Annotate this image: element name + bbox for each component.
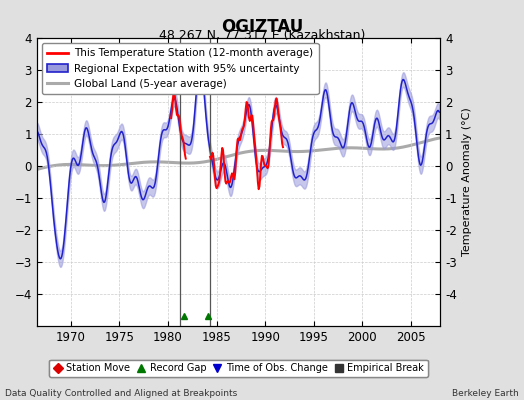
Text: OGIZTAU: OGIZTAU [221,18,303,36]
Text: Data Quality Controlled and Aligned at Breakpoints: Data Quality Controlled and Aligned at B… [5,389,237,398]
Text: Berkeley Earth: Berkeley Earth [452,389,519,398]
Y-axis label: Temperature Anomaly (°C): Temperature Anomaly (°C) [463,108,473,256]
Text: 48.267 N, 77.317 E (Kazakhstan): 48.267 N, 77.317 E (Kazakhstan) [159,29,365,42]
Legend: Station Move, Record Gap, Time of Obs. Change, Empirical Break: Station Move, Record Gap, Time of Obs. C… [49,360,428,377]
